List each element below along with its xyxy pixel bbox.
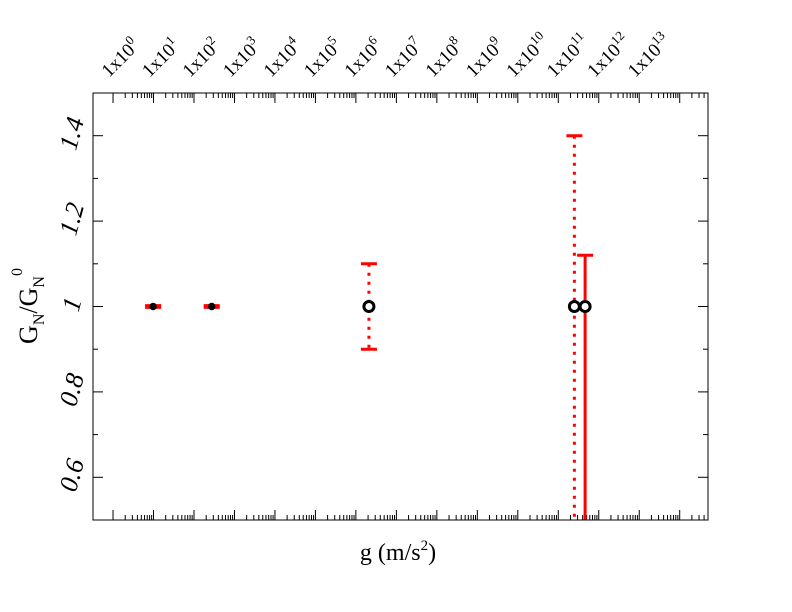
x-tick-label: 1x108 xyxy=(419,32,468,81)
data-point xyxy=(362,300,376,313)
x-tick-label: 1x103 xyxy=(216,32,265,81)
error-bars xyxy=(145,134,594,520)
y-tick-labels: 0.6 0.8 1 1.2 1.4 xyxy=(54,114,90,494)
data-point xyxy=(149,302,157,311)
y-tick-label: 1.4 xyxy=(54,114,90,153)
x-axis-label: g (m/s2) xyxy=(360,538,436,566)
x-tick-label: 1x101 xyxy=(135,32,184,81)
y-axis-label-main: G xyxy=(14,325,43,344)
x-tick-label: 1x106 xyxy=(338,32,387,81)
y-axis-label-sub2: N xyxy=(31,276,48,288)
x-axis-label-tail: ) xyxy=(428,540,436,566)
y-axis-label: GN/GN0 xyxy=(9,268,48,344)
x-tick-label: 1x107 xyxy=(378,32,427,81)
x-tick-label: 1x1012 xyxy=(581,28,635,82)
data-markers xyxy=(149,300,592,313)
y-tick-label: 1 xyxy=(56,294,87,314)
y-axis-label-sub: N xyxy=(31,313,48,325)
ticks-layer xyxy=(93,92,709,521)
y-tick-label: 0.8 xyxy=(54,370,90,409)
y-tick-label: 0.6 xyxy=(54,456,90,495)
x-axis-label-sup: 2 xyxy=(421,538,429,554)
data-point xyxy=(208,302,216,311)
y-axis-label-sup: 0 xyxy=(9,268,26,276)
x-tick-label: 1x102 xyxy=(176,32,225,81)
x-tick-label: 1x1013 xyxy=(621,28,675,82)
x-tick-label: 1x109 xyxy=(459,32,508,81)
data-point xyxy=(578,300,592,313)
x-tick-label: 1x1011 xyxy=(540,28,593,81)
data-point xyxy=(567,300,581,313)
y-tick-label: 1.2 xyxy=(54,199,90,238)
x-tick-label: 1x105 xyxy=(297,32,346,81)
x-tick-label: 1x100 xyxy=(95,32,144,81)
x-tick-label: 1x1010 xyxy=(500,28,554,82)
plot-frame xyxy=(92,92,709,521)
x-axis-label-main: g (m/s xyxy=(360,540,421,566)
y-axis-label-slash: /G xyxy=(14,288,43,314)
x-tick-label: 1x104 xyxy=(257,32,306,81)
x-tick-labels: 1x100 1x101 1x102 1x103 1x104 1x105 1x106 1x107… xyxy=(95,28,675,82)
